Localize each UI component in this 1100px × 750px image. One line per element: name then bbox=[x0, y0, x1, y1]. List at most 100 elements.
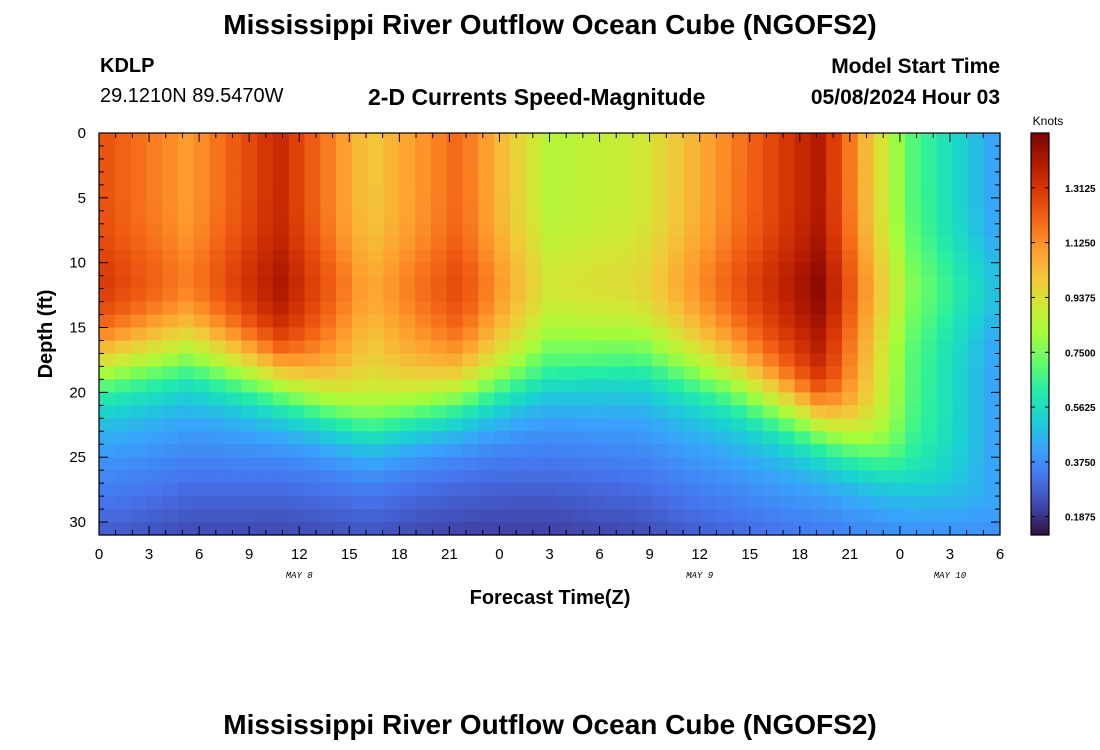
heatmap-cell bbox=[509, 223, 527, 238]
heatmap-cell bbox=[841, 509, 859, 523]
heatmap-cell bbox=[731, 223, 748, 238]
heatmap-cell bbox=[114, 444, 132, 458]
heatmap-cell bbox=[778, 353, 796, 368]
heatmap-cell bbox=[668, 366, 685, 380]
heatmap-cell bbox=[383, 145, 400, 160]
heatmap-cell bbox=[99, 288, 116, 303]
heatmap-cell bbox=[873, 262, 890, 277]
heatmap-cell bbox=[557, 158, 574, 173]
heatmap-cell bbox=[715, 496, 732, 510]
heatmap-cell bbox=[699, 275, 717, 290]
heatmap-cell bbox=[478, 405, 495, 419]
heatmap-cell bbox=[762, 236, 780, 251]
heatmap-cell bbox=[604, 496, 622, 510]
heatmap-cell bbox=[652, 405, 669, 419]
heatmap-cell bbox=[367, 223, 385, 238]
heatmap-cell bbox=[573, 314, 590, 329]
heatmap-cell bbox=[478, 133, 495, 147]
y-tick-label: 25 bbox=[69, 449, 86, 466]
heatmap-cell bbox=[114, 353, 132, 368]
heatmap-cell bbox=[272, 405, 290, 419]
heatmap-cell bbox=[589, 444, 606, 458]
heatmap-cell bbox=[99, 314, 116, 329]
heatmap-cell bbox=[762, 366, 780, 380]
heatmap-cell bbox=[336, 405, 353, 419]
heatmap-cell bbox=[905, 340, 922, 355]
heatmap-cell bbox=[272, 522, 290, 536]
heatmap-cell bbox=[430, 236, 448, 251]
heatmap-cell bbox=[905, 210, 922, 225]
heatmap-cell bbox=[762, 522, 780, 536]
heatmap-cell bbox=[857, 314, 875, 329]
heatmap-cell bbox=[509, 327, 527, 342]
heatmap-cell bbox=[541, 197, 559, 212]
heatmap-cell bbox=[383, 236, 400, 251]
heatmap-cell bbox=[889, 496, 906, 510]
heatmap-cell bbox=[810, 470, 827, 484]
heatmap-cell bbox=[873, 522, 890, 536]
heatmap-cell bbox=[320, 522, 337, 536]
heatmap-cell bbox=[762, 457, 780, 471]
heatmap-cell bbox=[99, 171, 116, 186]
heatmap-cell bbox=[509, 158, 527, 173]
heatmap-cell bbox=[936, 184, 954, 199]
heatmap-cell bbox=[130, 496, 148, 510]
heatmap-cell bbox=[889, 509, 906, 523]
heatmap-cell bbox=[936, 353, 954, 368]
heatmap-cell bbox=[604, 405, 622, 419]
heatmap-cell bbox=[557, 327, 574, 342]
heatmap-cell bbox=[920, 340, 938, 355]
heatmap-cell bbox=[304, 366, 321, 380]
heatmap-cell bbox=[178, 379, 195, 393]
heatmap-cell bbox=[304, 379, 321, 393]
heatmap-cell bbox=[668, 457, 685, 471]
x-tick-label: 3 bbox=[946, 546, 954, 563]
heatmap-cell bbox=[636, 184, 653, 199]
heatmap-cell bbox=[130, 327, 148, 342]
heatmap-cell bbox=[778, 223, 796, 238]
heatmap-cell bbox=[178, 353, 195, 368]
heatmap-cell bbox=[336, 314, 353, 329]
heatmap-cell bbox=[162, 522, 179, 536]
heatmap-cell bbox=[241, 288, 258, 303]
heatmap-cell bbox=[762, 275, 780, 290]
heatmap-cell bbox=[478, 275, 495, 290]
heatmap-cell bbox=[841, 184, 859, 199]
heatmap-cell bbox=[430, 509, 448, 523]
heatmap-cell bbox=[415, 457, 432, 471]
heatmap-cell bbox=[952, 262, 969, 277]
heatmap-cell bbox=[336, 145, 353, 160]
heatmap-cell bbox=[794, 392, 811, 406]
heatmap-cell bbox=[857, 431, 875, 445]
heatmap-cell bbox=[573, 457, 590, 471]
heatmap-cell bbox=[984, 288, 1001, 303]
heatmap-cell bbox=[762, 483, 780, 497]
heatmap-cell bbox=[304, 327, 321, 342]
heatmap-cell bbox=[920, 444, 938, 458]
heatmap-cell bbox=[683, 236, 701, 251]
heatmap-cell bbox=[415, 431, 432, 445]
heatmap-cell bbox=[794, 340, 811, 355]
heatmap-cell bbox=[952, 133, 969, 147]
heatmap-cell bbox=[162, 210, 179, 225]
heatmap-cell bbox=[430, 275, 448, 290]
heatmap-cell bbox=[668, 314, 685, 329]
heatmap-cell bbox=[99, 405, 116, 419]
heatmap-cell bbox=[668, 509, 685, 523]
heatmap-cell bbox=[304, 353, 321, 368]
heatmap-cell bbox=[494, 236, 511, 251]
heatmap-cell bbox=[494, 171, 511, 186]
heatmap-cell bbox=[257, 249, 274, 264]
heatmap-cell bbox=[762, 158, 780, 173]
heatmap-cell bbox=[762, 418, 780, 432]
heatmap-cell bbox=[731, 145, 748, 160]
heatmap-cell bbox=[209, 171, 227, 186]
heatmap-cell bbox=[225, 210, 242, 225]
heatmap-cell bbox=[747, 223, 764, 238]
heatmap-cell bbox=[114, 470, 132, 484]
heatmap-cell bbox=[178, 522, 195, 536]
heatmap-cell bbox=[857, 327, 875, 342]
heatmap-cell bbox=[541, 366, 559, 380]
heatmap-cell bbox=[351, 522, 369, 536]
heatmap-cell bbox=[699, 197, 717, 212]
